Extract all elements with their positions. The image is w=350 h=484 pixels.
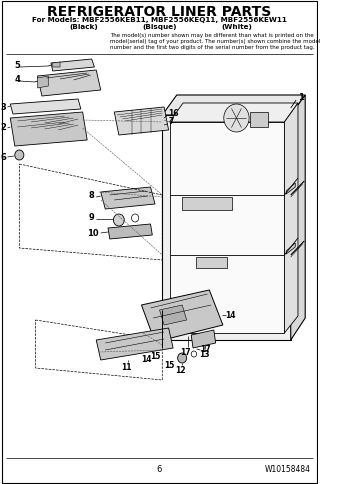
Text: REFRIGERATOR LINER PARTS: REFRIGERATOR LINER PARTS [48,5,272,19]
Text: 12: 12 [175,366,186,375]
Text: 15: 15 [150,352,160,361]
Polygon shape [51,59,94,71]
Text: 9: 9 [89,213,94,223]
Polygon shape [114,107,169,135]
Polygon shape [196,257,228,268]
Polygon shape [10,99,81,114]
Text: number and the first two digits of the serial number from the product tag.: number and the first two digits of the s… [110,45,314,50]
Polygon shape [286,183,295,194]
Polygon shape [96,328,173,360]
Text: 11: 11 [121,363,131,372]
Text: 8: 8 [89,192,94,200]
Text: 15: 15 [164,361,174,369]
Text: 1: 1 [298,93,304,103]
Text: 14: 14 [226,311,236,319]
Polygon shape [141,290,223,342]
Polygon shape [53,62,60,67]
Polygon shape [37,70,101,96]
Text: 6: 6 [157,465,162,474]
Text: For Models: MBF2556KEB11, MBF2556KEQ11, MBF2556KEW11: For Models: MBF2556KEB11, MBF2556KEQ11, … [32,17,287,23]
Polygon shape [291,95,305,340]
Text: W10158484: W10158484 [265,465,311,474]
Polygon shape [169,103,298,122]
Text: 17: 17 [180,348,191,357]
Text: (Bisque): (Bisque) [142,24,177,30]
Polygon shape [250,112,268,127]
Circle shape [224,104,249,132]
Circle shape [178,353,187,363]
Polygon shape [162,115,291,340]
Text: 16: 16 [169,108,179,118]
Polygon shape [10,112,87,146]
Polygon shape [160,305,187,325]
Text: 4: 4 [15,76,21,85]
Polygon shape [285,103,298,333]
Polygon shape [191,330,216,348]
Text: 14: 14 [141,355,151,364]
Text: 10: 10 [87,228,99,238]
Text: (Black): (Black) [69,24,98,30]
Polygon shape [286,243,295,254]
Text: 17: 17 [200,346,211,354]
Text: 5: 5 [15,61,21,71]
Polygon shape [108,224,152,239]
Text: 2: 2 [1,123,7,133]
Polygon shape [162,95,305,115]
Text: 7: 7 [169,118,174,126]
Circle shape [15,150,24,160]
Text: 3: 3 [1,103,7,111]
Text: The model(s) number shown may be different than what is printed on the: The model(s) number shown may be differe… [110,33,314,38]
Text: 6: 6 [1,152,7,162]
Polygon shape [101,187,155,209]
Text: (White): (White) [221,24,252,30]
Polygon shape [37,76,48,88]
Text: model(serial) tag of your product. The number(s) shown combine the model: model(serial) tag of your product. The n… [110,39,320,44]
Polygon shape [182,197,232,210]
Text: 13: 13 [199,350,210,359]
Polygon shape [169,122,285,333]
Circle shape [113,214,124,226]
